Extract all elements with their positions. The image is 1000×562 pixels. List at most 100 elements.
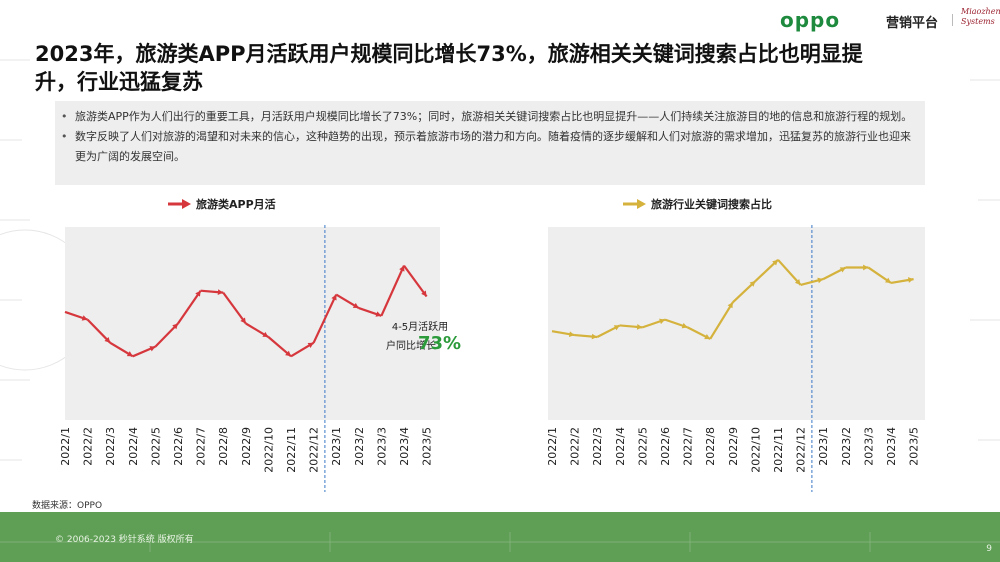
data-point-arrow <box>307 342 314 348</box>
data-point-arrow <box>772 259 778 266</box>
x-tick-label: 2022/9 <box>727 427 740 466</box>
x-tick-label: 2022/5 <box>149 427 162 466</box>
footer: © 2006-2023 秒针系统 版权所有 9 <box>0 512 1000 562</box>
header-divider <box>952 14 953 26</box>
x-tick-label: 2022/9 <box>240 427 253 466</box>
data-point-arrow <box>704 333 711 340</box>
data-point-arrow <box>727 302 733 309</box>
x-tick-label: 2023/1 <box>330 427 343 466</box>
data-point-arrow <box>81 315 88 321</box>
keyword-share-chart: 旅游行业关键词搜索占比 2022/1 2022/2 2022/3 2022/4 2022/… <box>546 197 925 492</box>
platform-label: 营销平台 <box>886 16 939 31</box>
data-point-arrow <box>149 346 156 352</box>
series-segment <box>709 301 734 340</box>
x-tick-label: 2023/4 <box>398 427 411 466</box>
data-point-arrow <box>839 267 846 273</box>
data-point-arrow <box>331 294 337 301</box>
x-tick-label: 2022/2 <box>82 427 95 466</box>
legend-arrow-icon <box>637 199 646 209</box>
data-point-arrow <box>217 289 224 296</box>
x-tick-label: 2022/7 <box>195 427 208 466</box>
x-tick-label: 2022/7 <box>682 427 695 466</box>
x-tick-label: 2022/4 <box>614 427 627 466</box>
x-tick-label: 2023/3 <box>862 427 875 466</box>
x-tick-label: 2023/1 <box>817 427 830 466</box>
app-mau-chart: 旅游类APP月活 2022/1 2022/2 2022/3 2022/4 2022/5 20… <box>59 197 440 492</box>
x-tick-label: 2022/6 <box>172 427 185 466</box>
growth-annotation: 4-5月活跃用 户同比增长 73% <box>386 321 461 354</box>
data-point-arrow <box>126 351 133 357</box>
summary-point-2: 数字反映了人们对旅游的渴望和对未来的信心，这种趋势的出现，预示着旅游市场的潜力和… <box>61 127 915 167</box>
data-point-arrow <box>375 311 382 317</box>
sub-brand-logo: Miaozhen Systems <box>961 7 1000 26</box>
series-segment <box>380 265 406 317</box>
header: oppo 营销平台 Miaozhen Systems <box>780 6 1000 32</box>
x-tick-label: 2023/2 <box>840 427 853 466</box>
data-point-arrow <box>613 325 620 331</box>
series-segment <box>777 259 802 286</box>
annotation-text-line-1: 4-5月活跃用 <box>392 321 448 333</box>
data-point-arrow <box>262 331 269 338</box>
brand-logo: oppo <box>780 8 841 32</box>
legend-label: 旅游行业关键词搜索占比 <box>651 197 772 211</box>
data-point-arrow <box>104 337 111 343</box>
x-tick-label: 2023/5 <box>908 427 921 466</box>
x-tick-label: 2022/2 <box>569 427 582 466</box>
x-tick-label: 2022/3 <box>104 427 117 466</box>
data-point-arrow <box>195 290 201 297</box>
data-point-arrow <box>591 333 598 340</box>
x-tick-label: 2022/8 <box>704 427 717 466</box>
x-tick-label: 2022/1 <box>546 427 559 466</box>
x-tick-label: 2022/5 <box>636 427 649 466</box>
data-point-arrow <box>907 277 914 283</box>
annotation-text-line-2: 户同比增长 <box>386 339 436 352</box>
data-point-arrow <box>817 277 824 284</box>
data-point-arrow <box>172 323 178 330</box>
data-point-arrow <box>352 302 359 309</box>
annotation-value: 73% <box>418 333 461 354</box>
x-tick-label: 2023/2 <box>353 427 366 466</box>
data-point-arrow <box>399 265 405 272</box>
summary-point-1: 旅游类APP作为人们出行的重要工具，月活跃用户规模同比增长了73%；同时，旅游相… <box>61 107 915 127</box>
x-tick-label: 2022/4 <box>127 427 140 466</box>
legend-label: 旅游类APP月活 <box>196 197 276 211</box>
x-tick-label: 2023/4 <box>885 427 898 466</box>
data-point-arrow <box>636 324 643 330</box>
series-segment <box>222 291 247 325</box>
series-segment <box>403 264 428 298</box>
data-point-arrow <box>659 318 665 325</box>
page-title: 2023年，旅游类APP月活跃用户规模同比增长73%，旅游相关关键词搜索占比也明… <box>35 42 863 94</box>
data-point-arrow <box>885 277 891 283</box>
data-source: 数据来源：OPPO <box>32 501 103 511</box>
x-tick-label: 2022/12 <box>795 427 808 473</box>
footer-grid-decoration <box>0 532 1000 552</box>
data-point-arrow <box>285 350 291 357</box>
data-point-arrow <box>681 322 688 329</box>
data-point-arrow <box>568 331 575 338</box>
x-tick-label: 2023/3 <box>375 427 388 466</box>
series-segment <box>86 318 111 344</box>
x-tick-label: 2022/1 <box>59 427 72 466</box>
plot-area <box>548 227 925 420</box>
x-tick-label: 2022/8 <box>217 427 230 466</box>
copyright: © 2006-2023 秒针系统 版权所有 <box>55 535 194 545</box>
data-point-arrow <box>421 290 427 297</box>
plot-area <box>65 227 440 420</box>
data-point-arrow <box>749 281 756 287</box>
page-number: 9 <box>986 544 992 554</box>
series-segment <box>312 294 338 344</box>
x-tick-label: 2022/11 <box>772 427 785 473</box>
x-tick-label: 2022/11 <box>285 427 298 473</box>
legend-arrow-icon <box>182 199 191 209</box>
x-tick-label: 2022/10 <box>262 427 275 473</box>
data-point-arrow <box>240 317 246 324</box>
data-point-arrow <box>863 264 869 271</box>
series-segment <box>154 322 179 348</box>
summary-box: 旅游类APP作为人们出行的重要工具，月活跃用户规模同比增长了73%；同时，旅游相… <box>55 101 925 185</box>
x-tick-label: 2022/12 <box>308 427 321 473</box>
data-point-arrow <box>794 279 801 285</box>
x-tick-label: 2022/6 <box>659 427 672 466</box>
series-segment <box>177 290 202 325</box>
x-tick-label: 2022/10 <box>749 427 762 473</box>
